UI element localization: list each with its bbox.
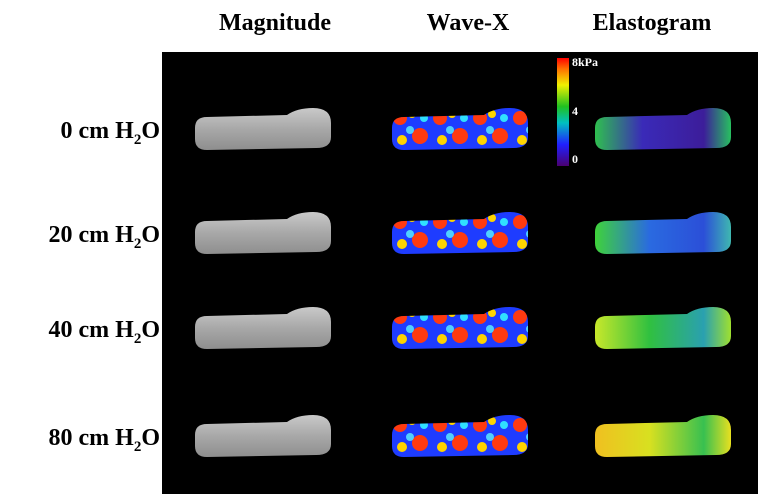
row-label: 0 cm H2O [61, 118, 160, 148]
row-label-prefix: 80 cm H [49, 425, 135, 451]
column-header: Elastogram [593, 10, 712, 36]
row-label-suffix: O [141, 222, 160, 248]
row-label-suffix: O [141, 425, 160, 451]
row-label-suffix: O [141, 317, 160, 343]
colorbar-min: 0 [572, 152, 578, 166]
row-label-prefix: 0 cm H [61, 118, 135, 144]
row-label-sub: 2 [134, 439, 142, 455]
colorbar [557, 58, 569, 166]
row-label: 40 cm H2O [49, 317, 160, 347]
row-label-prefix: 20 cm H [49, 222, 135, 248]
row-label: 20 cm H2O [49, 222, 160, 252]
row-label-sub: 2 [134, 236, 142, 252]
row-label-suffix: O [141, 118, 160, 144]
colorbar-max: 8kPa [572, 55, 598, 69]
column-header: Wave-X [427, 10, 510, 36]
row-label-prefix: 40 cm H [49, 317, 135, 343]
column-header: Magnitude [219, 10, 331, 36]
colorbar-mid: 4 [572, 104, 578, 118]
row-label-sub: 2 [134, 132, 142, 148]
row-label: 80 cm H2O [49, 425, 160, 455]
row-label-sub: 2 [134, 331, 142, 347]
figure: 8kPa 4 0 Magnitude Wave-X Elastogram 0 cm H… [0, 0, 758, 494]
